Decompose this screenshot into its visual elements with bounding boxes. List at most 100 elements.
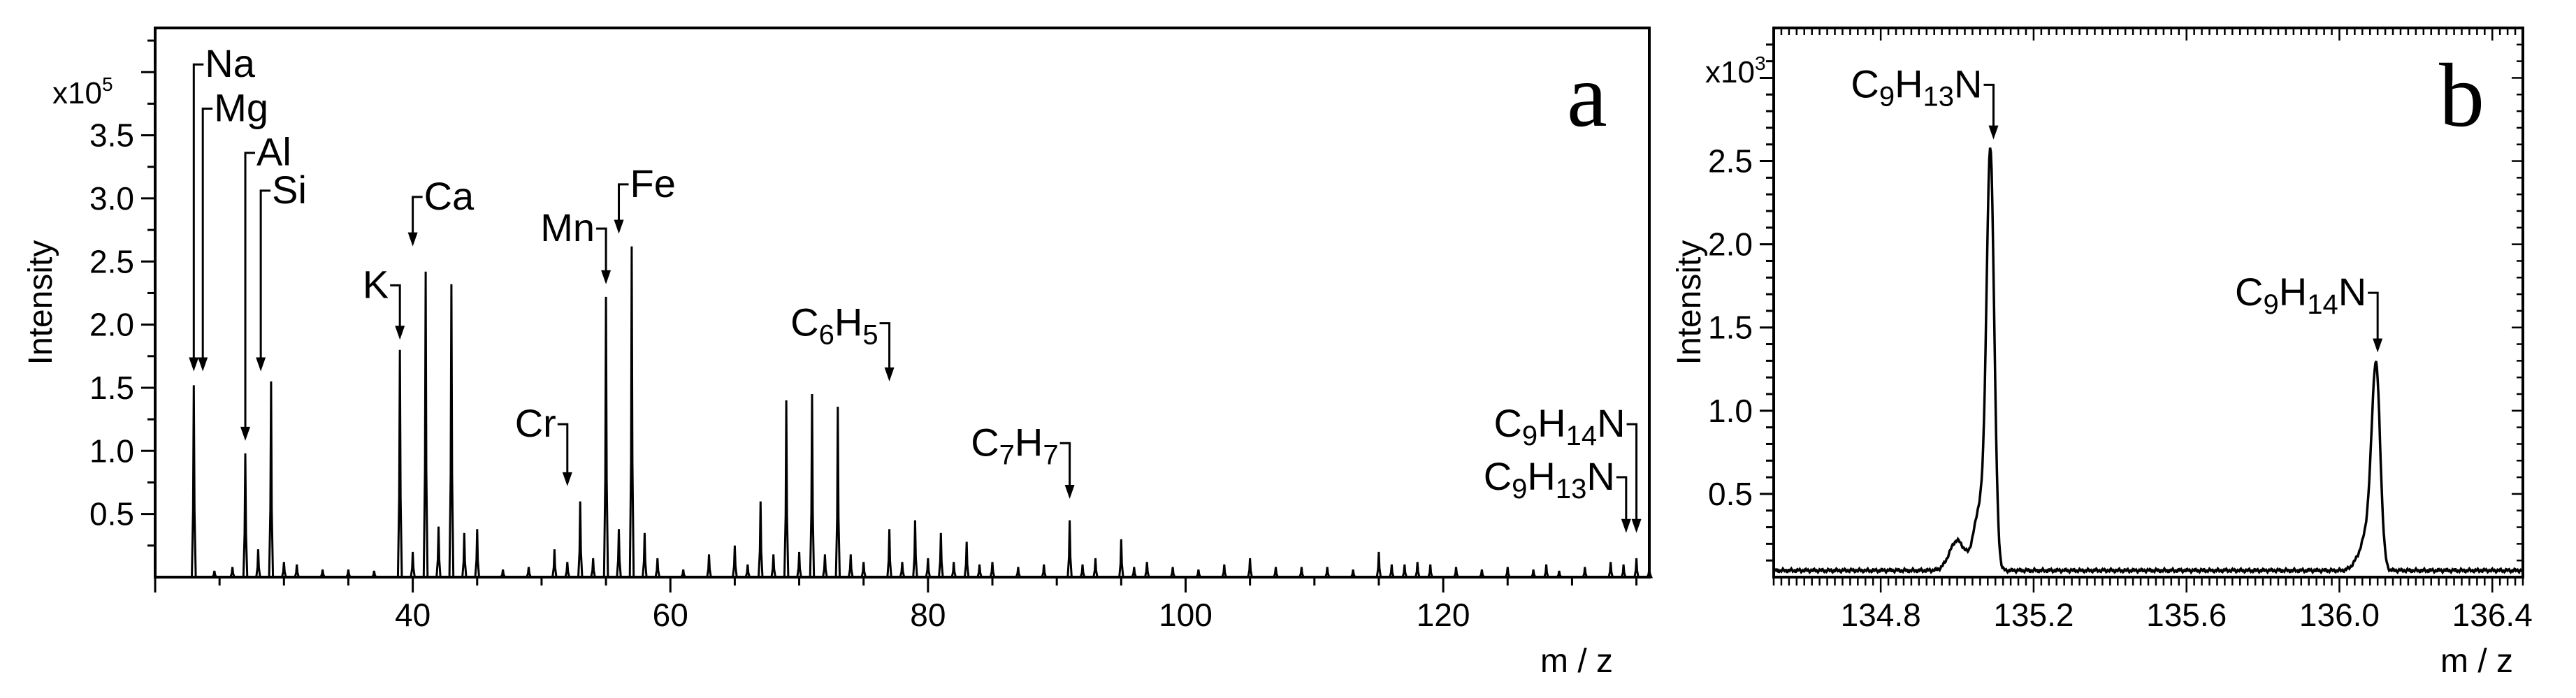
annotation-leader [1059, 442, 1071, 488]
annotation-label: C7H7 [971, 420, 1058, 470]
spectrum-line [1772, 147, 2524, 575]
x-tick-label: 100 [1159, 597, 1213, 633]
peak-annotation: Mg [198, 85, 268, 372]
annotation-leader [244, 152, 256, 430]
annotation-label: C9H14N [1493, 401, 1625, 451]
annotation-leader [201, 107, 213, 361]
panel-a: 40 60 80 100 120 0.5 1.0 1.5 2.0 2.5 3.0 3.5 NaMgA… [22, 27, 1654, 680]
peak-annotation: Fe [614, 161, 676, 234]
peak-annotation: Si [256, 168, 307, 372]
annotation-arrowhead [189, 357, 199, 372]
panel-a-spectrum-trace [155, 246, 1654, 579]
annotation-leader [557, 423, 569, 475]
annotation-leader [618, 183, 629, 223]
x-tick-label: 40 [395, 597, 430, 633]
peak-annotation: C6H5 [790, 300, 895, 381]
annotation-arrowhead [395, 326, 405, 340]
y-tick-label: 2.0 [89, 307, 134, 343]
x-tick-label: 136.0 [2299, 597, 2380, 633]
annotation-label: Mg [214, 85, 268, 129]
y-tick-label: 1.0 [1708, 393, 1753, 429]
x-tick-label: 134.8 [1841, 597, 1921, 633]
x-tick-label: 60 [653, 597, 688, 633]
y-tick-label: 0.5 [89, 496, 134, 532]
peak-annotation: Na [189, 41, 256, 372]
annotation-leader [390, 284, 401, 329]
peak-annotation: Al [240, 130, 291, 441]
annotation-leader [1616, 476, 1628, 522]
annotation-arrowhead [601, 270, 612, 284]
y-tick-label: 2.5 [89, 243, 134, 279]
annotation-arrowhead [198, 357, 208, 372]
annotation-leader [2368, 291, 2379, 342]
annotation-label: Fe [630, 161, 676, 205]
annotation-arrowhead [614, 219, 624, 234]
panel-b-y-multiplier: x103 [1705, 52, 1766, 89]
panel-a-y-multiplier: x105 [52, 73, 113, 110]
annotation-leader [1983, 83, 1995, 129]
peak-annotation: C7H7 [971, 420, 1075, 499]
panel-a-x-ticks: 40 60 80 100 120 [154, 577, 1638, 633]
annotation-leader [192, 63, 204, 361]
annotation-arrowhead [407, 232, 418, 247]
peak-annotation: K [363, 262, 405, 340]
panel-a-x-axis-label: m / z [1540, 643, 1613, 680]
y-tick-label: 2.0 [1708, 226, 1753, 263]
panel-b-y-ticks: 0.5 1.0 1.5 2.0 2.5 [1708, 43, 2523, 562]
peak-annotation: Mn [540, 205, 612, 284]
x-tick-label: 136.4 [2452, 597, 2533, 633]
peak-annotation: Cr [515, 401, 572, 486]
panel-b-peak-annotations: C9H13N C9H14N [1851, 61, 2383, 353]
annotation-leader [412, 196, 423, 235]
y-tick-label: 1.5 [89, 370, 134, 406]
annotation-arrowhead [884, 367, 895, 381]
annotation-label: K [363, 262, 389, 306]
x-tick-label: 80 [910, 597, 946, 633]
annotation-label: Ca [424, 174, 475, 218]
peak-annotation: Ca [407, 174, 475, 247]
x-tick-label: 120 [1417, 597, 1470, 633]
annotation-label: C6H5 [790, 300, 878, 351]
annotation-label: C9H14N [2235, 270, 2366, 320]
panel-b-letter: b [2439, 45, 2484, 146]
peak-annotation: C9H13N [1851, 61, 1999, 140]
y-tick-label: 2.5 [1708, 143, 1753, 180]
panel-b-x-axis-label: m / z [2440, 643, 2513, 680]
panel-a-y-ticks: 0.5 1.0 1.5 2.0 2.5 3.0 3.5 [89, 39, 155, 547]
x-tick-label: 135.6 [2146, 597, 2227, 633]
y-tick-label: 3.0 [89, 180, 134, 217]
y-tick-label: 1.5 [1708, 310, 1753, 346]
annotation-leader [596, 227, 607, 273]
annotation-arrowhead [240, 426, 251, 441]
annotation-label: Cr [515, 401, 556, 445]
annotation-arrowhead [1621, 518, 1631, 533]
annotation-label: Al [256, 130, 291, 174]
annotation-label: Si [272, 168, 307, 212]
panel-b-spectrum-trace [1772, 147, 2524, 575]
annotation-label: Mn [540, 205, 595, 249]
annotation-leader [1626, 423, 1638, 522]
annotation-label: C9H13N [1851, 61, 1982, 112]
annotation-leader [259, 189, 271, 361]
spectrum-line [155, 246, 1654, 579]
peak-annotation: C9H14N [2235, 270, 2383, 353]
annotation-arrowhead [1631, 518, 1642, 533]
y-tick-label: 3.5 [89, 117, 134, 154]
annotation-arrowhead [256, 357, 266, 372]
peak-annotation: C9H13N [1484, 454, 1631, 533]
panel-a-plot-frame [154, 27, 1651, 579]
panel-b: 134.8 135.2 135.6 136.0 136.4 0.5 1.0 1.5 2.0 2.… [1671, 27, 2533, 680]
annotation-label: C9H13N [1484, 454, 1615, 504]
panel-b-y-axis-label: Intensity [1671, 240, 1708, 365]
annotation-arrowhead [1064, 484, 1075, 499]
annotation-arrowhead [1988, 125, 1999, 140]
annotation-arrowhead [562, 472, 572, 486]
x-tick-label: 135.2 [1993, 597, 2074, 633]
peak-annotation: C9H14N [1493, 401, 1642, 533]
annotation-arrowhead [2373, 338, 2383, 353]
annotation-leader [879, 322, 891, 370]
panel-b-x-ticks: 134.8 135.2 135.6 136.0 136.4 [1772, 28, 2533, 633]
annotation-label: Na [205, 41, 255, 85]
